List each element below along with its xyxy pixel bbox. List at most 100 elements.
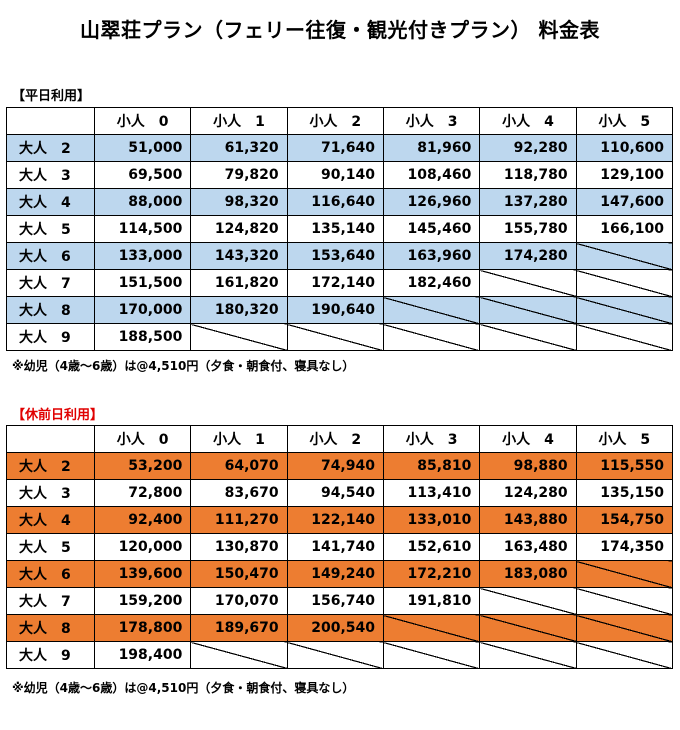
corner-cell bbox=[6, 107, 95, 135]
price-cell: 85,810 bbox=[382, 452, 481, 480]
weekday-section-label: 【平日利用】 bbox=[12, 89, 91, 104]
price-cell: 122,140 bbox=[286, 506, 384, 534]
price-cell: 133,000 bbox=[93, 242, 192, 270]
child-count-header: 小人 4 bbox=[479, 425, 577, 453]
price-cell: 98,880 bbox=[479, 452, 577, 480]
price-cell: 116,640 bbox=[286, 188, 384, 216]
adult-count-label: 大人 9 bbox=[6, 641, 95, 669]
table-row: 大人 9 198,400 bbox=[6, 641, 674, 669]
price-cell: 124,280 bbox=[479, 479, 577, 507]
price-cell: 51,000 bbox=[93, 134, 192, 162]
price-cell: 141,740 bbox=[286, 533, 384, 561]
unavailable-cell bbox=[575, 269, 674, 297]
price-cell: 108,460 bbox=[382, 161, 481, 189]
price-cell: 198,400 bbox=[93, 641, 192, 669]
header-row: 小人 0 小人 1 小人 2 小人 3 小人 4 小人 5 bbox=[6, 425, 674, 453]
table-row: 大人 2 51,000 61,320 71,640 81,960 92,280 110,60… bbox=[6, 134, 674, 162]
price-cell: 182,460 bbox=[382, 269, 481, 297]
child-count-header: 小人 3 bbox=[382, 425, 481, 453]
unavailable-cell bbox=[382, 323, 481, 351]
adult-count-label: 大人 5 bbox=[6, 533, 95, 561]
price-cell: 124,820 bbox=[190, 215, 288, 243]
adult-count-label: 大人 6 bbox=[6, 242, 95, 270]
adult-count-label: 大人 8 bbox=[6, 614, 95, 642]
price-cell: 53,200 bbox=[93, 452, 192, 480]
table-row: 大人 9 188,500 bbox=[6, 323, 674, 351]
price-cell: 133,010 bbox=[382, 506, 481, 534]
page-title: 山翠荘プラン（フェリー往復・観光付きプラン） 料金表 bbox=[80, 18, 600, 42]
child-count-header: 小人 5 bbox=[575, 425, 674, 453]
price-cell: 110,600 bbox=[575, 134, 674, 162]
adult-count-label: 大人 5 bbox=[6, 215, 95, 243]
price-cell: 72,800 bbox=[93, 479, 192, 507]
price-cell: 200,540 bbox=[286, 614, 384, 642]
table-row: 大人 5 114,500 124,820 135,140 145,460 155,780 1… bbox=[6, 215, 674, 243]
unavailable-cell bbox=[575, 296, 674, 324]
price-cell: 178,800 bbox=[93, 614, 192, 642]
price-cell: 143,320 bbox=[190, 242, 288, 270]
adult-count-label: 大人 2 bbox=[6, 452, 95, 480]
unavailable-cell bbox=[479, 614, 577, 642]
unavailable-cell bbox=[190, 641, 288, 669]
holiday-eve-rate-table: 小人 0 小人 1 小人 2 小人 3 小人 4 小人 5 大人 2 53,200 64,070… bbox=[6, 425, 674, 669]
adult-count-label: 大人 4 bbox=[6, 506, 95, 534]
child-count-header: 小人 0 bbox=[93, 425, 192, 453]
child-count-header: 小人 1 bbox=[190, 107, 288, 135]
holiday-eve-infant-note: ※幼児（4歳～6歳）は@4,510円（夕食・朝食付、寝具なし） bbox=[12, 681, 355, 695]
price-cell: 172,140 bbox=[286, 269, 384, 297]
price-cell: 154,750 bbox=[575, 506, 674, 534]
unavailable-cell bbox=[575, 323, 674, 351]
unavailable-cell bbox=[575, 587, 674, 615]
table-row: 大人 4 92,400 111,270 122,140 133,010 143,880 15… bbox=[6, 506, 674, 534]
price-cell: 74,940 bbox=[286, 452, 384, 480]
price-cell: 118,780 bbox=[479, 161, 577, 189]
child-count-header: 小人 1 bbox=[190, 425, 288, 453]
price-cell: 113,410 bbox=[382, 479, 481, 507]
price-cell: 79,820 bbox=[190, 161, 288, 189]
table-row: 大人 3 72,800 83,670 94,540 113,410 124,280 135,… bbox=[6, 479, 674, 507]
price-cell: 156,740 bbox=[286, 587, 384, 615]
unavailable-cell bbox=[382, 296, 481, 324]
unavailable-cell bbox=[575, 614, 674, 642]
price-cell: 152,610 bbox=[382, 533, 481, 561]
price-cell: 172,210 bbox=[382, 560, 481, 588]
weekday-infant-note: ※幼児（4歳～6歳）は@4,510円（夕食・朝食付、寝具なし） bbox=[12, 359, 355, 373]
price-cell: 174,280 bbox=[479, 242, 577, 270]
adult-count-label: 大人 7 bbox=[6, 587, 95, 615]
table-row: 大人 3 69,500 79,820 90,140 108,460 118,780 129,… bbox=[6, 161, 674, 189]
adult-count-label: 大人 9 bbox=[6, 323, 95, 351]
price-cell: 120,000 bbox=[93, 533, 192, 561]
price-cell: 114,500 bbox=[93, 215, 192, 243]
unavailable-cell bbox=[479, 323, 577, 351]
unavailable-cell bbox=[479, 641, 577, 669]
unavailable-cell bbox=[382, 614, 481, 642]
table-row: 大人 6 139,600 150,470 149,240 172,210 183,080 bbox=[6, 560, 674, 588]
child-count-header: 小人 2 bbox=[286, 107, 384, 135]
table-row: 大人 8 170,000 180,320 190,640 bbox=[6, 296, 674, 324]
price-cell: 83,670 bbox=[190, 479, 288, 507]
price-cell: 189,670 bbox=[190, 614, 288, 642]
adult-count-label: 大人 6 bbox=[6, 560, 95, 588]
price-cell: 137,280 bbox=[479, 188, 577, 216]
price-cell: 92,400 bbox=[93, 506, 192, 534]
price-cell: 92,280 bbox=[479, 134, 577, 162]
price-cell: 153,640 bbox=[286, 242, 384, 270]
table-row: 大人 5 120,000 130,870 141,740 152,610 163,480 1… bbox=[6, 533, 674, 561]
unavailable-cell bbox=[575, 242, 674, 270]
price-cell: 143,880 bbox=[479, 506, 577, 534]
price-cell: 147,600 bbox=[575, 188, 674, 216]
price-cell: 135,150 bbox=[575, 479, 674, 507]
price-cell: 180,320 bbox=[190, 296, 288, 324]
corner-cell bbox=[6, 425, 95, 453]
price-cell: 129,100 bbox=[575, 161, 674, 189]
adult-count-label: 大人 2 bbox=[6, 134, 95, 162]
table-row: 大人 7 151,500 161,820 172,140 182,460 bbox=[6, 269, 674, 297]
price-cell: 64,070 bbox=[190, 452, 288, 480]
unavailable-cell bbox=[286, 641, 384, 669]
price-cell: 174,350 bbox=[575, 533, 674, 561]
price-cell: 111,270 bbox=[190, 506, 288, 534]
price-cell: 81,960 bbox=[382, 134, 481, 162]
header-row: 小人 0 小人 1 小人 2 小人 3 小人 4 小人 5 bbox=[6, 107, 674, 135]
weekday-rate-table: 小人 0 小人 1 小人 2 小人 3 小人 4 小人 5 大人 2 51,000 61,320… bbox=[6, 107, 674, 351]
table-row: 大人 8 178,800 189,670 200,540 bbox=[6, 614, 674, 642]
